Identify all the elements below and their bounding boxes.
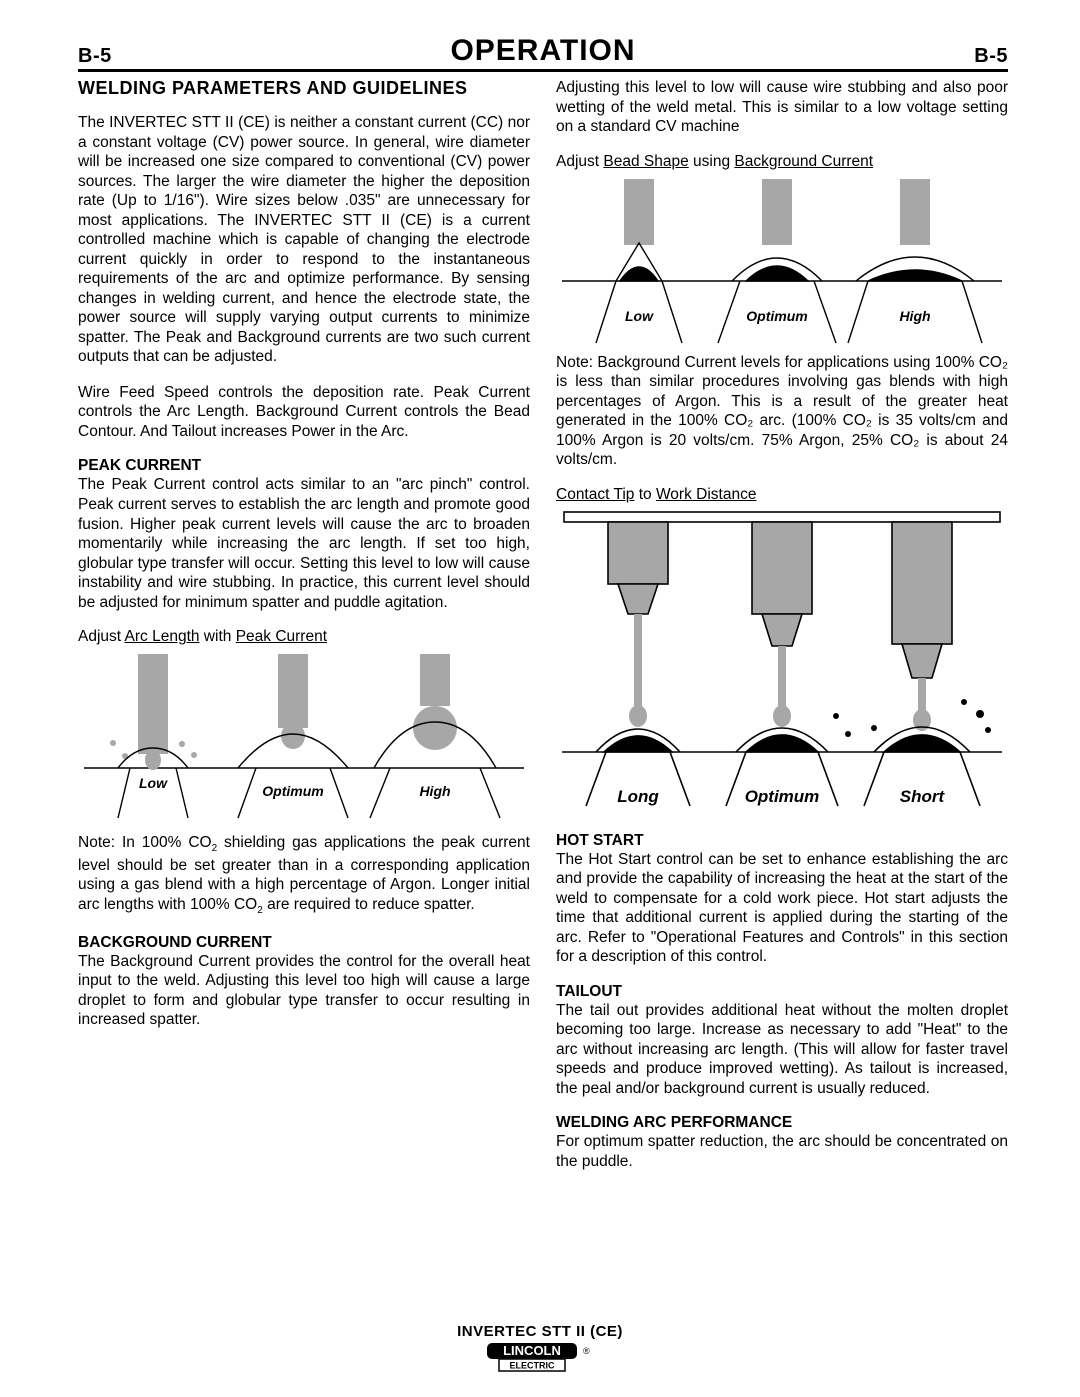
fig-bead-shape: Low Optimum High	[556, 173, 1008, 353]
page-footer: INVERTEC STT II (CE) LINCOLN ELECTRIC ®	[0, 1323, 1080, 1377]
subhead-tailout: TAILOUT	[556, 983, 1008, 1001]
fig1-caption: Adjust Arc Length with Peak Current	[78, 628, 530, 646]
header-right: B-5	[974, 45, 1008, 68]
paragraph: Adjusting this level to low will cause w…	[556, 78, 1008, 137]
subhead-arc-performance: WELDING ARC PERFORMANCE	[556, 1114, 1008, 1132]
caption-text: with	[200, 628, 236, 645]
paragraph: The Hot Start control can be set to enha…	[556, 850, 1008, 967]
fig2-note: Note: Background Current levels for appl…	[556, 353, 1008, 470]
fig2-label-high: High	[899, 308, 930, 324]
logo-top-text: LINCOLN	[503, 1343, 561, 1358]
paragraph: The Peak Current control acts similar to…	[78, 475, 530, 612]
fig1-note: Note: In 100% CO2 shielding gas applicat…	[78, 833, 530, 917]
subhead-peak-current: PEAK CURRENT	[78, 457, 530, 475]
fig-arc-length: Low Optimum High	[78, 648, 530, 823]
fig3-label-short: Short	[900, 787, 946, 806]
paragraph: The Background Current provides the cont…	[78, 952, 530, 1030]
fig3-label-long: Long	[617, 787, 659, 806]
caption-underline: Bead Shape	[603, 153, 688, 170]
caption-text: Adjust	[556, 153, 603, 170]
fig2-label-low: Low	[625, 308, 654, 324]
fig1-label-high: High	[419, 783, 450, 799]
paragraph: For optimum spatter reduction, the arc s…	[556, 1132, 1008, 1171]
fig3-label-optimum: Optimum	[745, 787, 820, 806]
section-heading: WELDING PARAMETERS AND GUIDELINES	[78, 78, 530, 99]
page-header: B-5 OPERATION B-5	[78, 34, 1008, 72]
logo-reg: ®	[583, 1346, 590, 1356]
note-text: Note: In 100% CO	[78, 834, 212, 851]
caption-text: Adjust	[78, 628, 125, 645]
paragraph: The tail out provides additional heat wi…	[556, 1001, 1008, 1099]
logo-bottom-text: ELECTRIC	[510, 1361, 556, 1371]
caption-underline: Arc Length	[125, 628, 200, 645]
columns: WELDING PARAMETERS AND GUIDELINES The IN…	[78, 78, 1008, 1171]
caption-text: using	[689, 153, 735, 170]
fig1-label-low: Low	[139, 775, 168, 791]
left-column: WELDING PARAMETERS AND GUIDELINES The IN…	[78, 78, 530, 1171]
caption-underline: Work Distance	[656, 486, 757, 503]
fig1-label-optimum: Optimum	[262, 783, 323, 799]
fig-ctwd: Long Optimum Short	[556, 506, 1008, 826]
fig3-caption: Contact Tip to Work Distance	[556, 486, 1008, 504]
header-left: B-5	[78, 45, 112, 68]
caption-underline: Contact Tip	[556, 486, 634, 503]
caption-underline: Background Current	[734, 153, 873, 170]
fig2-label-optimum: Optimum	[746, 308, 807, 324]
header-title: OPERATION	[450, 34, 635, 68]
paragraph: The INVERTEC STT II (CE) is neither a co…	[78, 113, 530, 367]
caption-underline: Peak Current	[236, 628, 327, 645]
caption-text: to	[634, 486, 656, 503]
subhead-hot-start: HOT START	[556, 832, 1008, 850]
note-text: are required to reduce spatter.	[263, 896, 475, 913]
page: B-5 OPERATION B-5 WELDING PARAMETERS AND…	[0, 0, 1080, 1397]
lincoln-logo: LINCOLN ELECTRIC ®	[485, 1342, 595, 1372]
subhead-background-current: BACKGROUND CURRENT	[78, 934, 530, 952]
right-column: Adjusting this level to low will cause w…	[556, 78, 1008, 1171]
paragraph: Wire Feed Speed controls the deposition …	[78, 383, 530, 442]
fig2-caption: Adjust Bead Shape using Background Curre…	[556, 153, 1008, 171]
footer-product: INVERTEC STT II (CE)	[0, 1323, 1080, 1340]
